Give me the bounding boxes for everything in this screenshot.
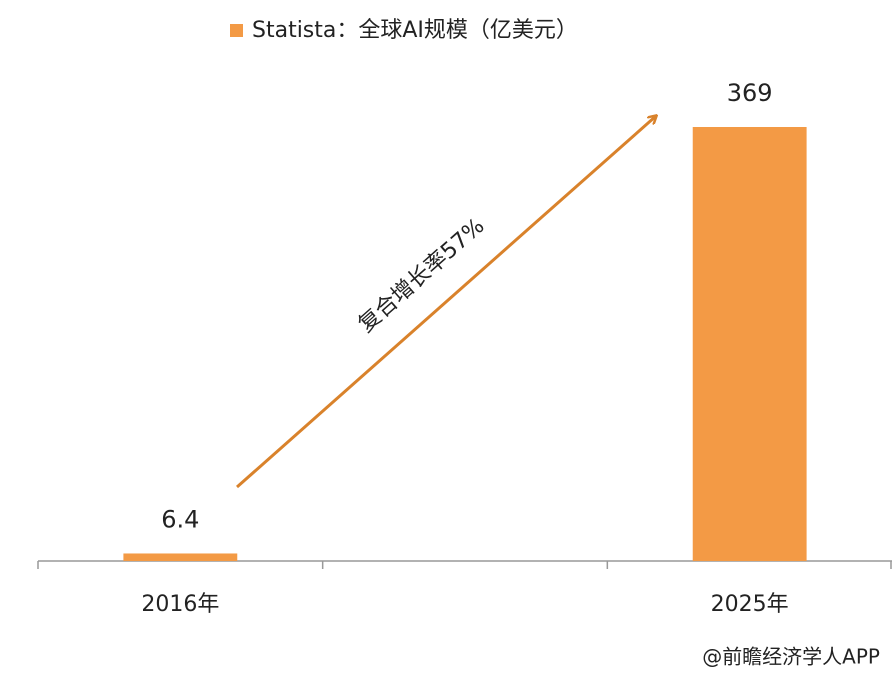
growth-arrow xyxy=(236,116,656,489)
legend-swatch xyxy=(230,24,243,37)
bar xyxy=(123,553,238,561)
data-label: 6.4 xyxy=(161,505,199,533)
legend-label: Statista：全球AI规模（亿美元） xyxy=(252,18,578,43)
bar xyxy=(692,127,807,561)
annotation: 复合增长率57% xyxy=(354,214,490,338)
source: @前瞻经济学人APP xyxy=(702,645,880,669)
x-tick-label: 2025年 xyxy=(711,592,789,617)
data-label: 369 xyxy=(727,79,773,107)
x-tick-label: 2016年 xyxy=(141,592,219,617)
